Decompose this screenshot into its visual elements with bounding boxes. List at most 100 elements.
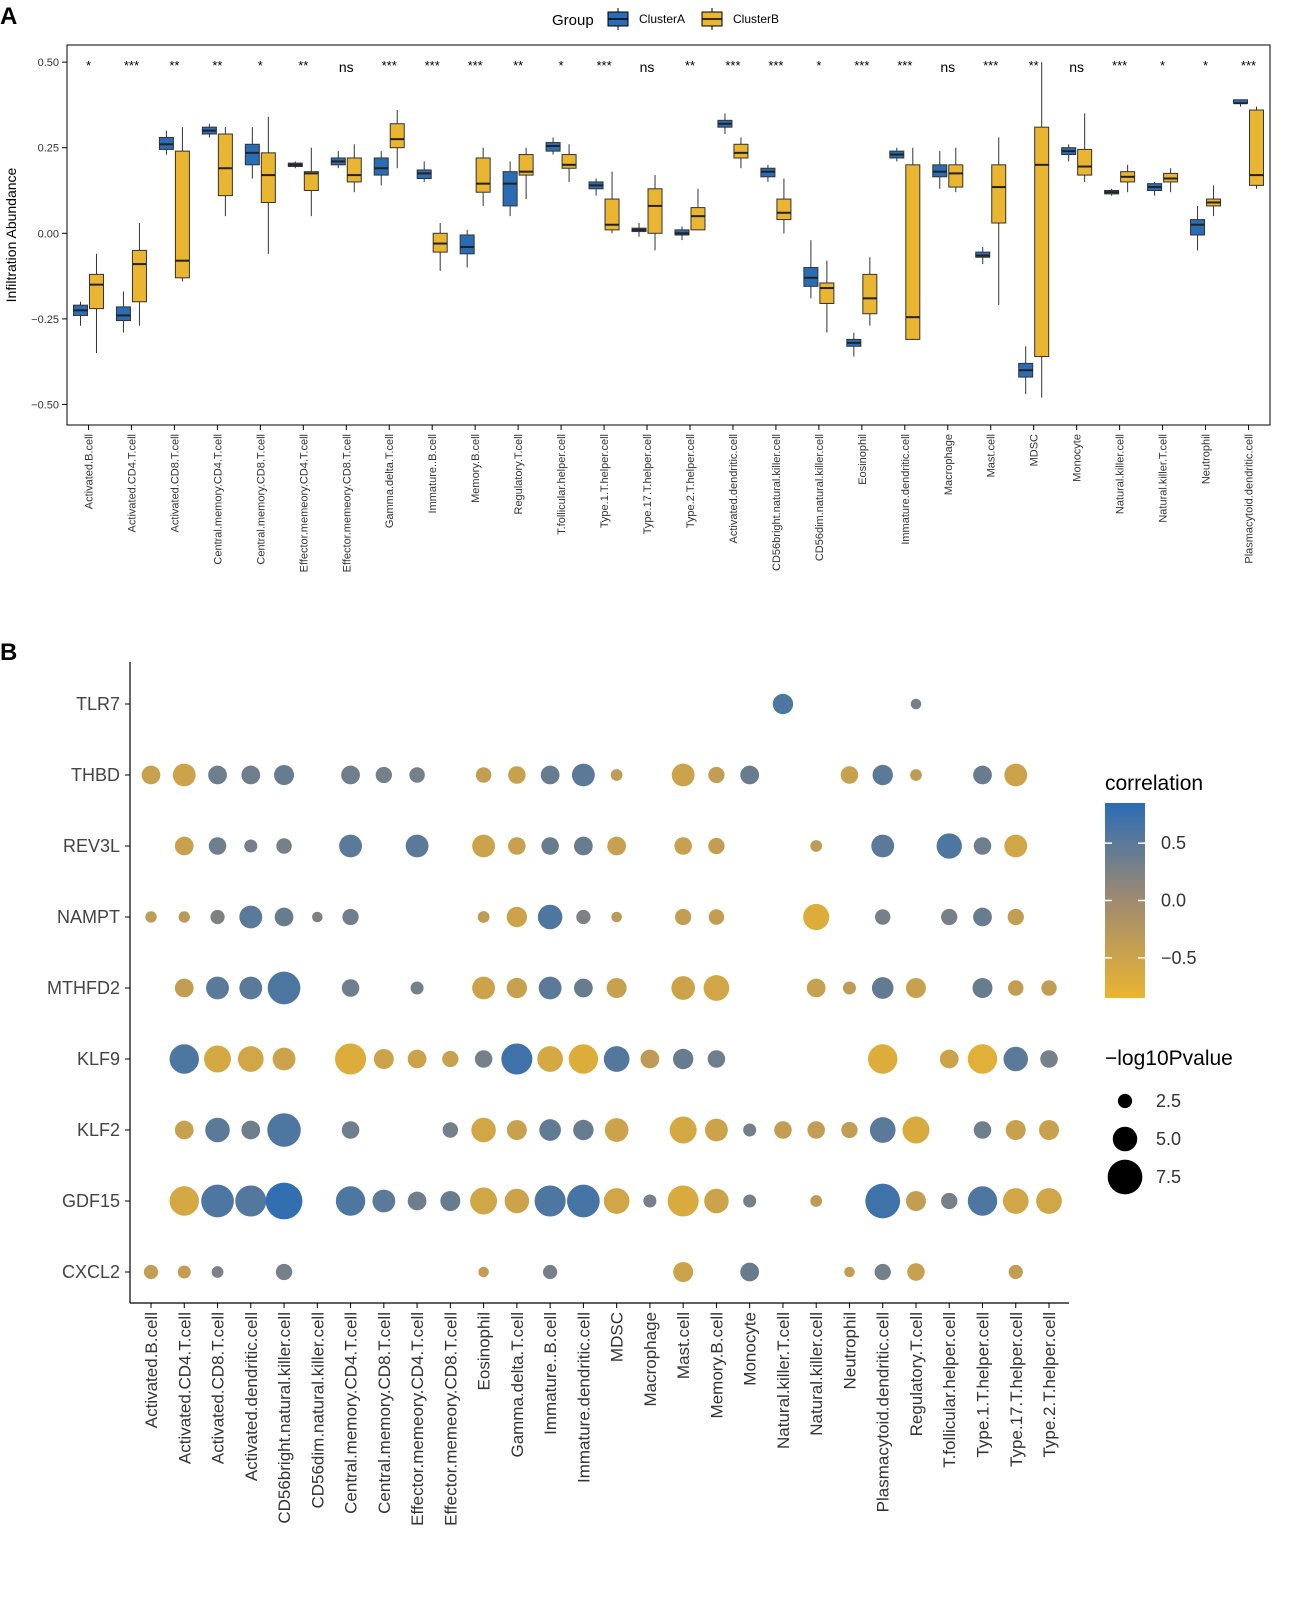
dot-point — [871, 977, 894, 999]
dot-point — [205, 1117, 230, 1143]
dot-point — [471, 1117, 496, 1143]
dot-point — [508, 837, 526, 855]
x-tick-label: Neutrophil — [1201, 434, 1213, 484]
box-clusterb — [346, 144, 362, 193]
dot-point — [239, 976, 263, 1000]
box-clustera — [244, 127, 260, 179]
dot-point — [842, 981, 856, 995]
significance-label: *** — [1241, 58, 1256, 73]
dot-point — [674, 837, 692, 855]
dot-point — [869, 1117, 896, 1143]
dot-point — [440, 1191, 461, 1211]
box-clustera — [1147, 181, 1163, 196]
dot-point — [375, 766, 392, 784]
panel-b-dotplot: TLR7 THBD REV3L NAMPT MTHFD2 KLF9 KLF2 GDF15 CXC… — [47, 662, 1233, 1526]
significance-label: ** — [212, 58, 222, 73]
dot-point — [210, 909, 225, 925]
y-tick-label: −0.25 — [31, 314, 59, 326]
dot-point — [341, 979, 360, 997]
significance-label: * — [1203, 58, 1208, 73]
dot-point — [1041, 980, 1057, 996]
panel-a-boxplot: Group ClusterA ClusterB −0.50 −0.25 0.00 0.25 0… — [3, 8, 1271, 572]
box-body — [733, 143, 749, 159]
dot-point — [241, 765, 261, 785]
y-axis-title: Infiltration Abundance — [3, 167, 19, 302]
x-tick-label: Immature.dendritic.cell — [900, 434, 912, 545]
dot-point — [339, 834, 362, 858]
dot-point — [237, 1046, 264, 1072]
cell-label: MDSC — [608, 1312, 627, 1362]
box-clustera — [459, 229, 475, 268]
x-tick-label: Mast.cell — [986, 434, 998, 477]
cell-label: Type.17.T.helper.cell — [1007, 1312, 1026, 1467]
gene-label: KLF2 — [77, 1120, 120, 1140]
cell-label: Monocyte — [741, 1312, 760, 1386]
dot-point — [640, 1049, 660, 1069]
significance-label: * — [258, 58, 263, 73]
dot-point — [145, 911, 157, 923]
dot-point — [865, 1183, 901, 1219]
cell-label: Natural.killer.T.cell — [774, 1312, 793, 1449]
dot-point — [1007, 908, 1024, 926]
dot-point — [1008, 1264, 1023, 1280]
dot-point — [478, 1266, 489, 1278]
x-tick-label: Central.memory.CD8.T.cell — [255, 434, 267, 565]
dot-point — [169, 1044, 199, 1074]
dot-point — [841, 1121, 858, 1139]
dot-point — [174, 836, 194, 856]
dot-point — [407, 1191, 427, 1211]
dot-point — [335, 1043, 367, 1075]
significance-label: ** — [1029, 58, 1039, 73]
dot-point — [1039, 1120, 1060, 1140]
box-clusterb — [776, 178, 792, 234]
size-legend-label: 5.0 — [1156, 1129, 1181, 1149]
dot-point — [643, 1194, 657, 1208]
legend-panel-a: Group ClusterA ClusterB — [552, 8, 779, 30]
dot-point — [272, 1047, 296, 1071]
dot-point — [568, 1044, 599, 1074]
dot-point — [143, 1264, 159, 1280]
dot-point — [539, 1119, 561, 1141]
dot-point — [537, 904, 563, 930]
dot-point — [772, 693, 794, 715]
dot-point — [506, 977, 528, 999]
cell-label: Memory.B.cell — [707, 1312, 726, 1418]
box-clustera — [846, 332, 862, 357]
dot-point — [941, 1192, 958, 1210]
dot-point — [972, 978, 993, 998]
box-clustera — [674, 226, 690, 241]
dot-point — [743, 1194, 757, 1208]
box-clustera — [158, 130, 174, 155]
legend-label-clustera: ClusterA — [639, 12, 685, 26]
dot-point — [941, 908, 958, 926]
box-clusterb — [217, 127, 233, 217]
dot-point — [405, 834, 429, 858]
significance-label: *** — [468, 58, 483, 73]
dot-point — [442, 1050, 459, 1068]
dot-point — [910, 698, 922, 710]
dot-point — [201, 1184, 234, 1218]
dot-point — [540, 765, 560, 785]
x-tick-label: Activated.CD4.T.cell — [126, 434, 138, 532]
dot-point — [672, 1048, 694, 1070]
dot-point — [573, 1119, 594, 1141]
box-body — [1190, 219, 1206, 236]
significance-label: *** — [897, 58, 912, 73]
box-body — [475, 157, 491, 193]
dot-point — [844, 1266, 855, 1278]
cell-label: Effector.memeory.CD4.T.cell — [408, 1312, 427, 1526]
dot-point — [973, 837, 992, 855]
dot-point — [905, 1191, 926, 1211]
significance-label: * — [86, 58, 91, 73]
legend-title-group: Group — [552, 12, 594, 29]
box-clusterb — [991, 137, 1007, 306]
dot-point — [607, 836, 627, 856]
dot-point — [472, 976, 496, 1000]
significance-label: *** — [768, 58, 783, 73]
cell-label: T.follicular.helper.cell — [940, 1312, 959, 1468]
size-legend-dot — [1112, 1126, 1138, 1152]
box-clusterb — [303, 147, 319, 217]
cell-label: Macrophage — [641, 1312, 660, 1407]
dot-point — [542, 1264, 558, 1280]
